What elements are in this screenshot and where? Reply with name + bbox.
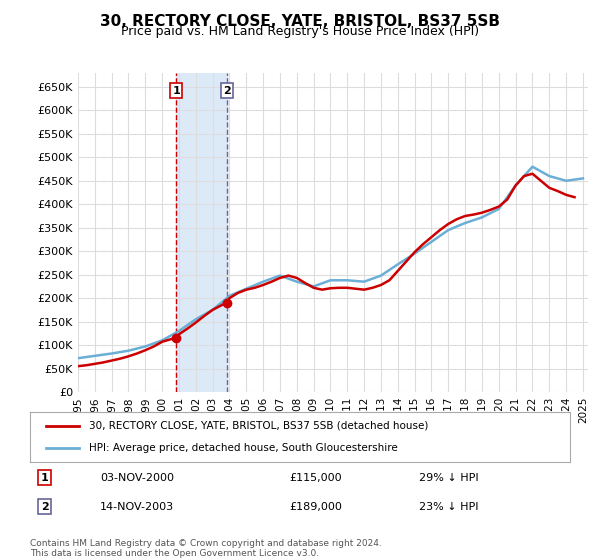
Text: 1: 1 <box>41 473 49 483</box>
Text: £115,000: £115,000 <box>289 473 342 483</box>
Text: 03-NOV-2000: 03-NOV-2000 <box>100 473 174 483</box>
Text: 1: 1 <box>172 86 180 96</box>
Text: £189,000: £189,000 <box>289 502 342 512</box>
Text: 14-NOV-2003: 14-NOV-2003 <box>100 502 175 512</box>
Text: 30, RECTORY CLOSE, YATE, BRISTOL, BS37 5SB (detached house): 30, RECTORY CLOSE, YATE, BRISTOL, BS37 5… <box>89 421 429 431</box>
Text: Price paid vs. HM Land Registry's House Price Index (HPI): Price paid vs. HM Land Registry's House … <box>121 25 479 38</box>
Text: HPI: Average price, detached house, South Gloucestershire: HPI: Average price, detached house, Sout… <box>89 443 398 453</box>
Text: 2: 2 <box>223 86 231 96</box>
Text: 2: 2 <box>41 502 49 512</box>
Text: 30, RECTORY CLOSE, YATE, BRISTOL, BS37 5SB: 30, RECTORY CLOSE, YATE, BRISTOL, BS37 5… <box>100 14 500 29</box>
Text: Contains HM Land Registry data © Crown copyright and database right 2024.
This d: Contains HM Land Registry data © Crown c… <box>30 539 382 558</box>
Text: 29% ↓ HPI: 29% ↓ HPI <box>419 473 478 483</box>
Bar <box>176 73 227 392</box>
Text: 23% ↓ HPI: 23% ↓ HPI <box>419 502 478 512</box>
